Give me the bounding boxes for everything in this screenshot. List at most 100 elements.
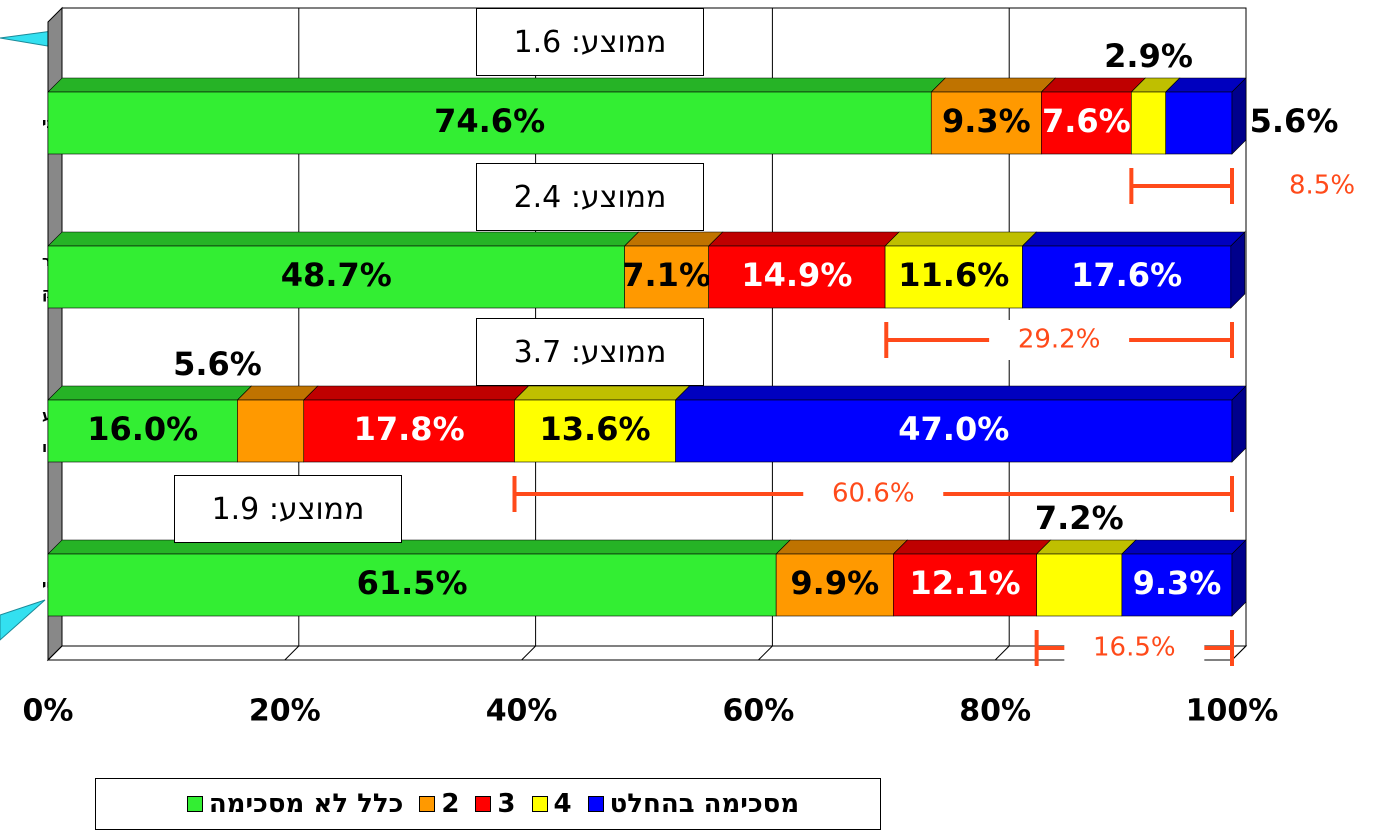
value-label: 2.9% <box>1104 37 1193 75</box>
legend-label: 4 <box>553 789 572 819</box>
bar-side <box>1231 385 1247 463</box>
legend-swatch <box>531 796 548 812</box>
bracket-label: 16.5% <box>1093 633 1176 663</box>
tick-mark <box>47 645 63 661</box>
bar <box>1131 91 1166 155</box>
bar-segment <box>884 231 1038 309</box>
mean-box: ממוצע: 3.7 <box>476 318 704 386</box>
bar-segment <box>47 77 946 155</box>
legend-label: כלל לא מסכימה <box>208 789 404 819</box>
mean-box: ממוצע: 2.4 <box>476 163 704 231</box>
value-label: 9.3% <box>942 102 1031 140</box>
bar-segment <box>236 385 319 463</box>
bracket-label-bg <box>1064 628 1205 668</box>
value-label: 7.2% <box>1035 499 1124 537</box>
bar <box>237 399 305 463</box>
x-tick-label: 40% <box>486 694 558 729</box>
tick-mark <box>758 645 773 661</box>
bar-top <box>1021 231 1246 247</box>
bar-top <box>47 385 253 401</box>
callout <box>0 599 46 641</box>
bar-segment <box>674 385 1247 463</box>
legend: כלל לא מסכימה 2 3 4 מסכימה בהחלט <box>95 778 881 830</box>
value-label: 12.1% <box>910 564 1021 602</box>
bar-top <box>303 385 530 401</box>
bar <box>1041 91 1132 155</box>
bar-top <box>623 231 724 247</box>
bracket-label: 60.6% <box>832 479 915 509</box>
bracket-label-bg <box>803 474 944 514</box>
bar-side <box>1231 77 1247 155</box>
bar-segment <box>1130 77 1181 155</box>
bar-top <box>513 385 691 401</box>
bar-segment <box>930 77 1057 155</box>
bar-segment <box>513 385 691 463</box>
legend-swatch <box>419 796 436 812</box>
value-label: 47.0% <box>898 410 1009 448</box>
bar-top <box>884 231 1038 247</box>
legend-label: 3 <box>497 789 516 819</box>
bar <box>1036 553 1123 617</box>
bracket-label-bg <box>989 320 1130 360</box>
bar <box>675 399 1233 463</box>
x-tick-label: 0% <box>23 694 74 729</box>
bar <box>884 245 1023 309</box>
x-tick-label: 100% <box>1186 694 1279 729</box>
bar-top <box>1121 539 1247 555</box>
bar-segment <box>1040 77 1147 155</box>
bar <box>624 245 709 309</box>
bar-top <box>47 539 791 555</box>
bar <box>1022 245 1232 309</box>
value-label: 17.8% <box>354 410 465 448</box>
bar-segment <box>707 231 900 309</box>
bar-top <box>1035 539 1137 555</box>
bar-top <box>47 77 946 93</box>
value-label: 11.6% <box>898 256 1009 294</box>
bar <box>303 399 515 463</box>
bar-segment <box>775 539 909 617</box>
bar-top <box>674 385 1247 401</box>
bar-top <box>1040 77 1147 93</box>
value-label: 16.0% <box>87 410 198 448</box>
x-tick-label: 60% <box>722 694 794 729</box>
value-label: 48.7% <box>281 256 392 294</box>
bar <box>893 553 1037 617</box>
bar <box>47 245 625 309</box>
tick-mark <box>521 645 536 661</box>
bar-side <box>1230 231 1246 309</box>
bar-top <box>930 77 1057 93</box>
bar-top <box>47 231 640 247</box>
value-label: 5.6% <box>173 345 262 383</box>
value-label: 9.3% <box>1133 564 1222 602</box>
bar-segment <box>1021 231 1246 309</box>
value-label: 13.6% <box>540 410 651 448</box>
value-label: 7.6% <box>1042 102 1131 140</box>
bar <box>930 91 1042 155</box>
legend-swatch <box>475 796 492 812</box>
bar <box>1165 91 1233 155</box>
value-label: 61.5% <box>357 564 468 602</box>
bar <box>47 91 932 155</box>
bar-segment <box>47 231 640 309</box>
bar-segment <box>1164 77 1247 155</box>
bar-segment <box>892 539 1052 617</box>
value-label: 14.9% <box>741 256 852 294</box>
tick-mark <box>284 645 300 661</box>
x-tick-label: 20% <box>249 694 321 729</box>
bar <box>514 399 676 463</box>
bar-top <box>707 231 900 247</box>
bar-segment <box>623 231 724 309</box>
legend-label: 2 <box>441 789 460 819</box>
value-label: 5.6% <box>1250 102 1339 140</box>
legend-swatch <box>587 796 604 812</box>
bar <box>708 245 886 309</box>
bar-segment <box>47 539 791 617</box>
value-label: 9.9% <box>790 564 879 602</box>
value-label: 7.1% <box>622 256 711 294</box>
bar-segment <box>1121 539 1247 617</box>
legend-label: מסכימה בהחלט <box>609 789 800 819</box>
tick-mark <box>1231 645 1247 661</box>
bar-segment <box>1035 539 1137 617</box>
